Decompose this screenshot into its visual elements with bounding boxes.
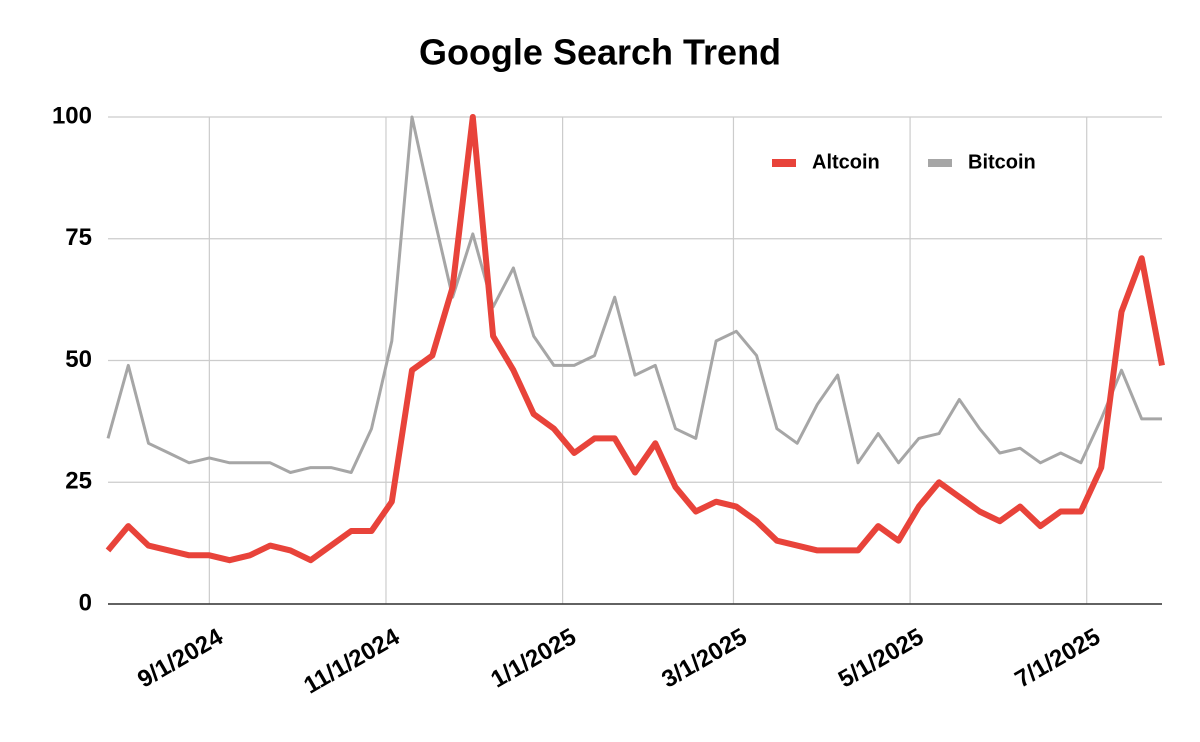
x-tick-label: 9/1/2024 bbox=[133, 623, 228, 693]
x-tick-label: 1/1/2025 bbox=[486, 623, 580, 693]
y-tick-label: 100 bbox=[52, 102, 92, 129]
legend-label: Bitcoin bbox=[968, 151, 1036, 173]
x-tick-label: 5/1/2025 bbox=[834, 623, 928, 693]
x-tick-label: 11/1/2024 bbox=[299, 623, 404, 699]
series-line bbox=[106, 115, 1162, 474]
x-tick-label: 3/1/2025 bbox=[657, 623, 751, 693]
x-tick-label: 7/1/2025 bbox=[1010, 623, 1104, 693]
legend-label: Altcoin bbox=[812, 151, 880, 173]
y-tick-label: 50 bbox=[65, 346, 92, 373]
series-line bbox=[105, 114, 1165, 564]
y-tick-label: 25 bbox=[65, 468, 92, 495]
y-tick-label: 75 bbox=[65, 224, 92, 251]
y-tick-label: 0 bbox=[79, 589, 92, 616]
chart-title: Google Search Trend bbox=[419, 32, 781, 73]
